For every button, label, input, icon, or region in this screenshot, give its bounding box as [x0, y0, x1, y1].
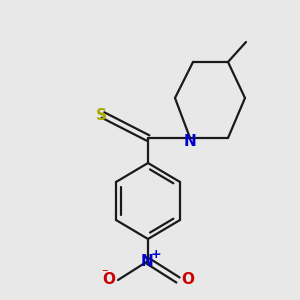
Text: N: N	[184, 134, 196, 148]
Text: O: O	[181, 272, 194, 287]
Text: +: +	[151, 248, 161, 262]
Text: O: O	[102, 272, 115, 287]
Text: S: S	[95, 107, 106, 122]
Text: ⁻: ⁻	[101, 268, 107, 281]
Text: N: N	[141, 254, 153, 268]
